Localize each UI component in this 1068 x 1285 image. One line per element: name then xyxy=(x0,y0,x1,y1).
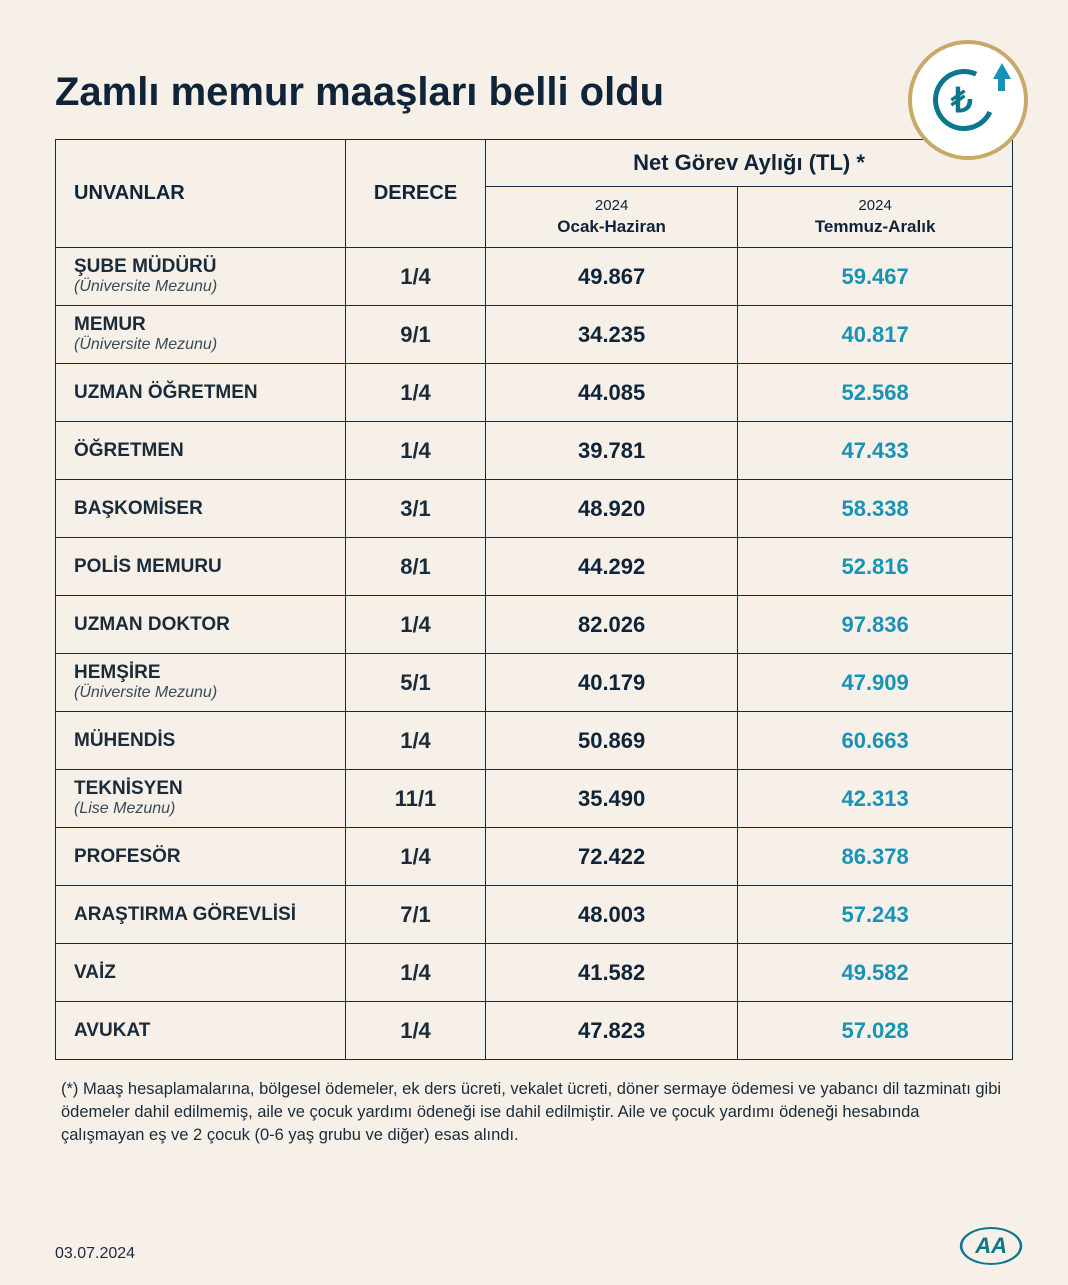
row-period1: 48.920 xyxy=(486,480,738,538)
source-logo: AA xyxy=(969,1229,1013,1263)
row-derece: 9/1 xyxy=(346,306,486,364)
row-derece: 1/4 xyxy=(346,712,486,770)
row-title: MEMUR(Üniversite Mezunu) xyxy=(56,306,346,364)
row-title: ŞUBE MÜDÜRÜ(Üniversite Mezunu) xyxy=(56,248,346,306)
row-derece: 1/4 xyxy=(346,944,486,1002)
col-header-period1: 2024 Ocak-Haziran xyxy=(486,187,738,248)
table-row: HEMŞİRE(Üniversite Mezunu)5/140.17947.90… xyxy=(56,654,1013,712)
table-row: PROFESÖR1/472.42286.378 xyxy=(56,828,1013,886)
table-row: VAİZ1/441.58249.582 xyxy=(56,944,1013,1002)
row-title: UZMAN ÖĞRETMEN xyxy=(56,364,346,422)
table-row: TEKNİSYEN(Lise Mezunu)11/135.49042.313 xyxy=(56,770,1013,828)
row-period1: 39.781 xyxy=(486,422,738,480)
row-derece: 1/4 xyxy=(346,1002,486,1060)
row-period1: 47.823 xyxy=(486,1002,738,1060)
table-row: POLİS MEMURU8/144.29252.816 xyxy=(56,538,1013,596)
row-title: AVUKAT xyxy=(56,1002,346,1060)
col-header-period2: 2024 Temmuz-Aralık xyxy=(738,187,1013,248)
table-row: AVUKAT1/447.82357.028 xyxy=(56,1002,1013,1060)
row-period1: 48.003 xyxy=(486,886,738,944)
page-title: Zamlı memur maaşları belli oldu xyxy=(55,50,664,114)
row-title: HEMŞİRE(Üniversite Mezunu) xyxy=(56,654,346,712)
row-derece: 5/1 xyxy=(346,654,486,712)
row-period2: 57.028 xyxy=(738,1002,1013,1060)
row-period1: 34.235 xyxy=(486,306,738,364)
table-row: UZMAN DOKTOR1/482.02697.836 xyxy=(56,596,1013,654)
row-derece: 1/4 xyxy=(346,422,486,480)
row-title: MÜHENDİS xyxy=(56,712,346,770)
row-title: PROFESÖR xyxy=(56,828,346,886)
table-row: MEMUR(Üniversite Mezunu)9/134.23540.817 xyxy=(56,306,1013,364)
row-title: BAŞKOMİSER xyxy=(56,480,346,538)
row-title: POLİS MEMURU xyxy=(56,538,346,596)
row-derece: 1/4 xyxy=(346,364,486,422)
date-label: 03.07.2024 xyxy=(55,1245,135,1263)
row-period2: 52.568 xyxy=(738,364,1013,422)
row-period1: 35.490 xyxy=(486,770,738,828)
row-derece: 1/4 xyxy=(346,248,486,306)
table-row: ÖĞRETMEN1/439.78147.433 xyxy=(56,422,1013,480)
salary-table: UNVANLAR DERECE Net Görev Aylığı (TL) * … xyxy=(55,139,1013,1060)
row-period2: 40.817 xyxy=(738,306,1013,364)
row-period1: 44.292 xyxy=(486,538,738,596)
row-period2: 42.313 xyxy=(738,770,1013,828)
row-period1: 49.867 xyxy=(486,248,738,306)
table-row: MÜHENDİS1/450.86960.663 xyxy=(56,712,1013,770)
table-row: ARAŞTIRMA GÖREVLİSİ7/148.00357.243 xyxy=(56,886,1013,944)
row-derece: 1/4 xyxy=(346,596,486,654)
row-period1: 40.179 xyxy=(486,654,738,712)
row-period1: 44.085 xyxy=(486,364,738,422)
col-header-derece: DERECE xyxy=(346,140,486,248)
col-header-unvanlar: UNVANLAR xyxy=(56,140,346,248)
row-period2: 47.909 xyxy=(738,654,1013,712)
row-title: TEKNİSYEN(Lise Mezunu) xyxy=(56,770,346,828)
currency-up-icon: ₺ xyxy=(908,40,1028,160)
row-period2: 52.816 xyxy=(738,538,1013,596)
row-period1: 82.026 xyxy=(486,596,738,654)
row-period2: 57.243 xyxy=(738,886,1013,944)
row-period1: 41.582 xyxy=(486,944,738,1002)
row-derece: 1/4 xyxy=(346,828,486,886)
row-period1: 72.422 xyxy=(486,828,738,886)
footnote: (*) Maaş hesaplamalarına, bölgesel ödeme… xyxy=(55,1078,1013,1147)
row-derece: 8/1 xyxy=(346,538,486,596)
row-period2: 97.836 xyxy=(738,596,1013,654)
table-row: ŞUBE MÜDÜRÜ(Üniversite Mezunu)1/449.8675… xyxy=(56,248,1013,306)
row-period2: 59.467 xyxy=(738,248,1013,306)
row-period2: 58.338 xyxy=(738,480,1013,538)
row-period2: 86.378 xyxy=(738,828,1013,886)
row-period2: 49.582 xyxy=(738,944,1013,1002)
table-row: BAŞKOMİSER3/148.92058.338 xyxy=(56,480,1013,538)
row-title: VAİZ xyxy=(56,944,346,1002)
row-title: ÖĞRETMEN xyxy=(56,422,346,480)
row-period2: 47.433 xyxy=(738,422,1013,480)
row-derece: 3/1 xyxy=(346,480,486,538)
row-derece: 7/1 xyxy=(346,886,486,944)
row-period2: 60.663 xyxy=(738,712,1013,770)
footer: 03.07.2024 AA xyxy=(55,1229,1013,1263)
row-title: UZMAN DOKTOR xyxy=(56,596,346,654)
row-derece: 11/1 xyxy=(346,770,486,828)
header: Zamlı memur maaşları belli oldu ₺ xyxy=(55,50,1013,114)
table-row: UZMAN ÖĞRETMEN1/444.08552.568 xyxy=(56,364,1013,422)
row-period1: 50.869 xyxy=(486,712,738,770)
row-title: ARAŞTIRMA GÖREVLİSİ xyxy=(56,886,346,944)
